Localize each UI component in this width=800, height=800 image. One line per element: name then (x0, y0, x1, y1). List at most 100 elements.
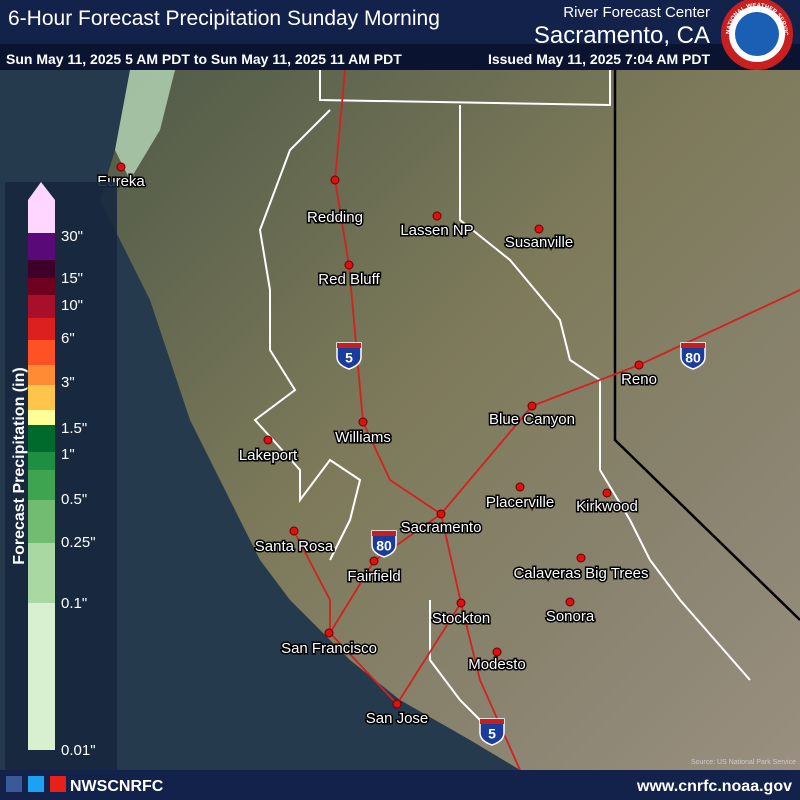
shield-number: 5 (488, 726, 496, 742)
city-label: Blue Canyon (489, 411, 575, 428)
legend-band (28, 603, 55, 750)
legend-title: Forecast Precipitation (in) (11, 367, 28, 564)
city-label: Kirkwood (576, 498, 638, 515)
subheader-bar (0, 44, 800, 70)
center: River Forecast Center (563, 4, 710, 21)
legend-band (28, 295, 55, 318)
legend-band (28, 200, 55, 233)
legend-label: 0.01" (61, 742, 96, 759)
city-label: Calaveras Big Trees (513, 565, 648, 582)
shield-number: 5 (345, 350, 353, 366)
title: 6-Hour Forecast Precipitation Sunday Mor… (8, 7, 440, 30)
city-label: Redding (307, 209, 363, 226)
legend-label: 6" (61, 330, 75, 347)
city-label: Red Bluff (318, 271, 380, 288)
legend-label: 15" (61, 270, 83, 287)
legend-band (28, 260, 55, 278)
city-dot (565, 597, 575, 607)
city-label: San Francisco (281, 640, 377, 657)
legend-band (28, 543, 55, 603)
city-label: San Jose (366, 710, 429, 727)
city-dot (534, 224, 544, 234)
legend-label: 30" (61, 228, 83, 245)
source: Source: US National Park Service (691, 759, 796, 766)
legend-label: 10" (61, 297, 83, 314)
legend-label: 1" (61, 446, 75, 463)
facebook-icon[interactable] (6, 776, 22, 792)
office: Sacramento, CA (534, 22, 710, 49)
city-dot (634, 360, 644, 370)
city-dot (324, 628, 334, 638)
footer-bar (0, 770, 800, 800)
city-label: Reno (621, 371, 657, 388)
city-dot (527, 401, 537, 411)
interstate-shield (680, 342, 706, 370)
city-dot (392, 699, 402, 709)
city-dot (432, 211, 442, 221)
legend-band (28, 365, 55, 385)
precip-area (115, 70, 175, 180)
city-label: Lassen NP (400, 222, 473, 239)
city-label: Modesto (468, 656, 526, 673)
legend-band (28, 318, 55, 340)
city-dot (289, 526, 299, 536)
city-label: Placerville (486, 494, 554, 511)
city-label: Stockton (432, 610, 490, 627)
city-label: Susanville (505, 234, 573, 251)
legend-box (5, 182, 117, 770)
city-dot (492, 647, 502, 657)
city-dot (602, 488, 612, 498)
legend-label: 1.5" (61, 420, 87, 437)
city-label: Lakeport (239, 447, 298, 464)
shield-top (480, 719, 504, 724)
header-bar (0, 0, 800, 44)
shield-top (681, 343, 705, 348)
city-label: Sonora (546, 608, 595, 625)
legend-band (28, 385, 55, 410)
land (100, 70, 800, 770)
legend-band (28, 340, 55, 365)
interstate-shield (336, 342, 362, 370)
legend-label: 0.25" (61, 534, 96, 551)
twitter-icon[interactable] (28, 776, 44, 792)
legend-label: 0.1" (61, 595, 87, 612)
shield-top (337, 343, 361, 348)
city-label: Fairfield (347, 568, 400, 585)
url[interactable]: www.cnrfc.noaa.gov (636, 778, 792, 795)
interstate-shield (479, 718, 505, 746)
legend-band (28, 470, 55, 500)
city-dot (116, 162, 126, 172)
city-label: Santa Rosa (255, 538, 334, 555)
city-dot (330, 175, 340, 185)
legend-band (28, 410, 55, 425)
city-dot (576, 553, 586, 563)
city-dot (369, 556, 379, 566)
city-dot (344, 260, 354, 270)
highways (293, 69, 800, 771)
legend-band (28, 278, 55, 295)
city-label: Williams (335, 429, 391, 446)
city-dot (263, 435, 273, 445)
legend-label: 3" (61, 374, 75, 391)
legend-band (28, 500, 55, 543)
city-dot (436, 509, 446, 519)
legend-arrow (28, 182, 55, 200)
youtube-icon[interactable] (50, 776, 66, 792)
shield-number: 80 (685, 350, 701, 366)
period: Sun May 11, 2025 5 AM PDT to Sun May 11,… (6, 51, 402, 67)
legend-band (28, 452, 55, 470)
city-label: Sacramento (401, 519, 482, 536)
shield-number: 80 (376, 538, 392, 554)
city-dot (456, 598, 466, 608)
state-line (613, 70, 800, 621)
city-dot (515, 482, 525, 492)
social[interactable]: NWSCNRFC (70, 778, 164, 795)
legend-band (28, 233, 55, 260)
legend-band (28, 425, 55, 452)
issued: Issued May 11, 2025 7:04 AM PDT (488, 51, 710, 67)
legend: 30" 15" 10" 6" 3" 1.5" 1" 0.5" 0.25" 0.1" 0.01" (28, 182, 96, 759)
city-dot (358, 417, 368, 427)
shield-top (372, 531, 396, 536)
